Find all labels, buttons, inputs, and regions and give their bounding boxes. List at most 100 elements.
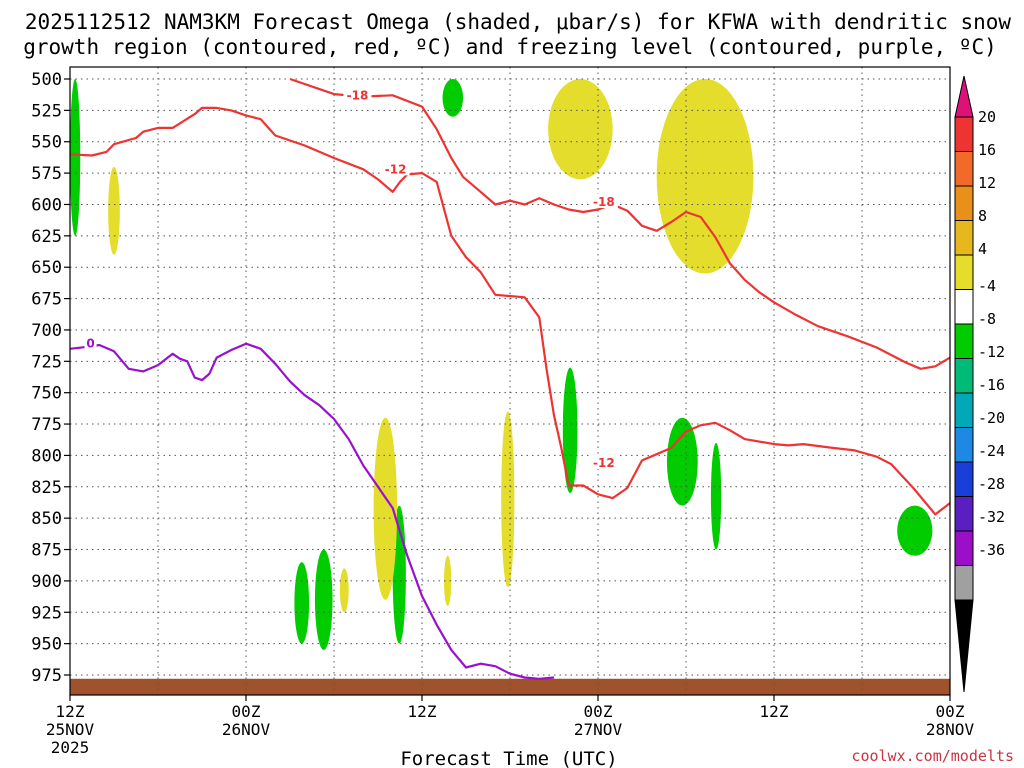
colorbar-band-6 (954, 289, 974, 325)
y-tick-label-600: 600 (31, 195, 62, 215)
contour-label-bg-0 (343, 87, 372, 102)
contour-label-3: -12 (593, 456, 615, 470)
y-tick-label-800: 800 (31, 446, 62, 466)
omega-region-upward-7 (710, 442, 722, 550)
omega-region-upward-6 (666, 417, 698, 506)
colorbar-label-4: 4 (978, 240, 987, 258)
y-tick-label-725: 725 (31, 352, 62, 372)
y-tick-label-750: 750 (31, 384, 62, 404)
contour-label-1: -12 (385, 162, 407, 176)
y-tick-label-825: 825 (31, 478, 62, 498)
x-tick-label-60-0: 00Z (936, 702, 965, 721)
colorbar-arrow-top (954, 75, 974, 118)
colorbar-label-3: 8 (978, 207, 987, 225)
colorbar-label-11: -28 (978, 475, 1005, 493)
omega-region-upward-0 (70, 79, 81, 236)
x-tick-label-0-1: 25NOV (46, 720, 95, 739)
contour-labels: -18 -12 -18 -12 0 (84, 87, 618, 470)
title-line-2: growth region (contoured, red, ºC) and f… (23, 35, 997, 59)
y-tick-label-575: 575 (31, 164, 62, 184)
colorbar-label-0: 20 (978, 108, 996, 126)
y-tick-label-875: 875 (31, 541, 62, 561)
contour-label-0: -18 (347, 88, 369, 102)
contour-label-4: 0 (86, 337, 94, 351)
contour-line-neg18-0 (289, 77, 951, 370)
gridlines (70, 67, 950, 695)
colorbar-band-2 (954, 151, 974, 187)
y-tick-label-550: 550 (31, 133, 62, 153)
x-tick-label-48-0: 12Z (760, 702, 789, 721)
y-tick-label-950: 950 (31, 635, 62, 655)
colorbar-label-1: 16 (978, 141, 996, 159)
y-tick-label-650: 650 (31, 258, 62, 278)
omega-region-downward-14 (444, 555, 452, 606)
omega-region-upward-3 (314, 549, 333, 650)
x-tick-label-60-1: 28NOV (926, 720, 975, 739)
x-tick-label-0-0: 12Z (56, 702, 85, 721)
contour-label-bg-1 (381, 161, 410, 176)
contour-label-bg-4 (84, 335, 97, 350)
colorbar-arrow-bottom (954, 599, 974, 693)
colorbar-band-9 (954, 392, 974, 428)
colorbar-band-8 (954, 358, 974, 394)
colorbar-band-12 (954, 496, 974, 532)
y-axis-pressure-ticks: 500 525 550 575 600 625 650 675 700 725 750 775 800 8… (31, 70, 70, 686)
omega-region-upward-2 (294, 562, 310, 644)
colorbar-band-11 (954, 461, 974, 497)
omega-region-downward-10 (548, 79, 613, 180)
chart-title: 2025112512 NAM3KM Forecast Omega (shaded… (23, 10, 1011, 59)
x-tick-label-0-2: 2025 (51, 738, 90, 757)
colorbar-band-1 (954, 116, 974, 152)
omega-shading-layer (70, 79, 933, 650)
contour-label-bg-3 (589, 454, 618, 469)
omega-region-upward-5 (562, 367, 578, 494)
y-tick-label-625: 625 (31, 227, 62, 247)
credit-text: coolwx.com/modelts (851, 747, 1014, 765)
x-tick-label-24-0: 12Z (408, 702, 437, 721)
x-tick-label-12-0: 00Z (232, 702, 261, 721)
colorbar-band-5 (954, 254, 974, 290)
y-tick-label-500: 500 (31, 70, 62, 90)
omega-colorbar: 20 16 12 8 4 -4 -8 -12 -16 -20 -24 -28 -32 -36 (954, 75, 1005, 693)
contour-lines (69, 77, 951, 680)
omega-region-downward-9 (108, 166, 120, 255)
colorbar-label-8: -16 (978, 376, 1005, 394)
colorbar-label-10: -24 (978, 442, 1005, 460)
omega-region-upward-8 (897, 505, 933, 556)
omega-region-downward-13 (339, 568, 349, 613)
y-tick-label-700: 700 (31, 321, 62, 341)
colorbar-label-13: -36 (978, 541, 1005, 559)
colorbar-label-9: -20 (978, 409, 1005, 427)
y-tick-label-850: 850 (31, 509, 62, 529)
y-tick-label-775: 775 (31, 415, 62, 435)
y-tick-label-675: 675 (31, 290, 62, 310)
terrain-layer (70, 678, 950, 695)
colorbar-band-4 (954, 220, 974, 256)
y-tick-label-925: 925 (31, 603, 62, 623)
colorbar-band-14 (954, 565, 974, 601)
colorbar-band-13 (954, 530, 974, 566)
colorbar-band-7 (954, 323, 974, 359)
contour-line-0-2 (69, 342, 555, 680)
omega-region-downward-15 (501, 411, 515, 588)
x-tick-label-12-1: 26NOV (222, 720, 271, 739)
y-tick-label-900: 900 (31, 572, 62, 592)
contour-label-2: -18 (593, 195, 615, 209)
colorbar-label-6: -8 (978, 310, 996, 328)
colorbar-label-5: -4 (978, 277, 996, 295)
colorbar-band-10 (954, 427, 974, 463)
omega-region-downward-11 (656, 79, 754, 274)
terrain-fill (70, 678, 950, 695)
colorbar-label-7: -12 (978, 343, 1005, 361)
colorbar-label-12: -32 (978, 508, 1005, 526)
omega-region-downward-12 (373, 417, 398, 600)
colorbar-label-2: 12 (978, 174, 996, 192)
omega-region-upward-1 (442, 79, 464, 117)
y-tick-label-525: 525 (31, 101, 62, 121)
colorbar-band-3 (954, 185, 974, 221)
y-tick-label-975: 975 (31, 666, 62, 686)
x-axis-label: Forecast Time (UTC) (400, 748, 617, 768)
contour-label-bg-2 (589, 193, 618, 208)
plot-frame (69, 66, 951, 696)
